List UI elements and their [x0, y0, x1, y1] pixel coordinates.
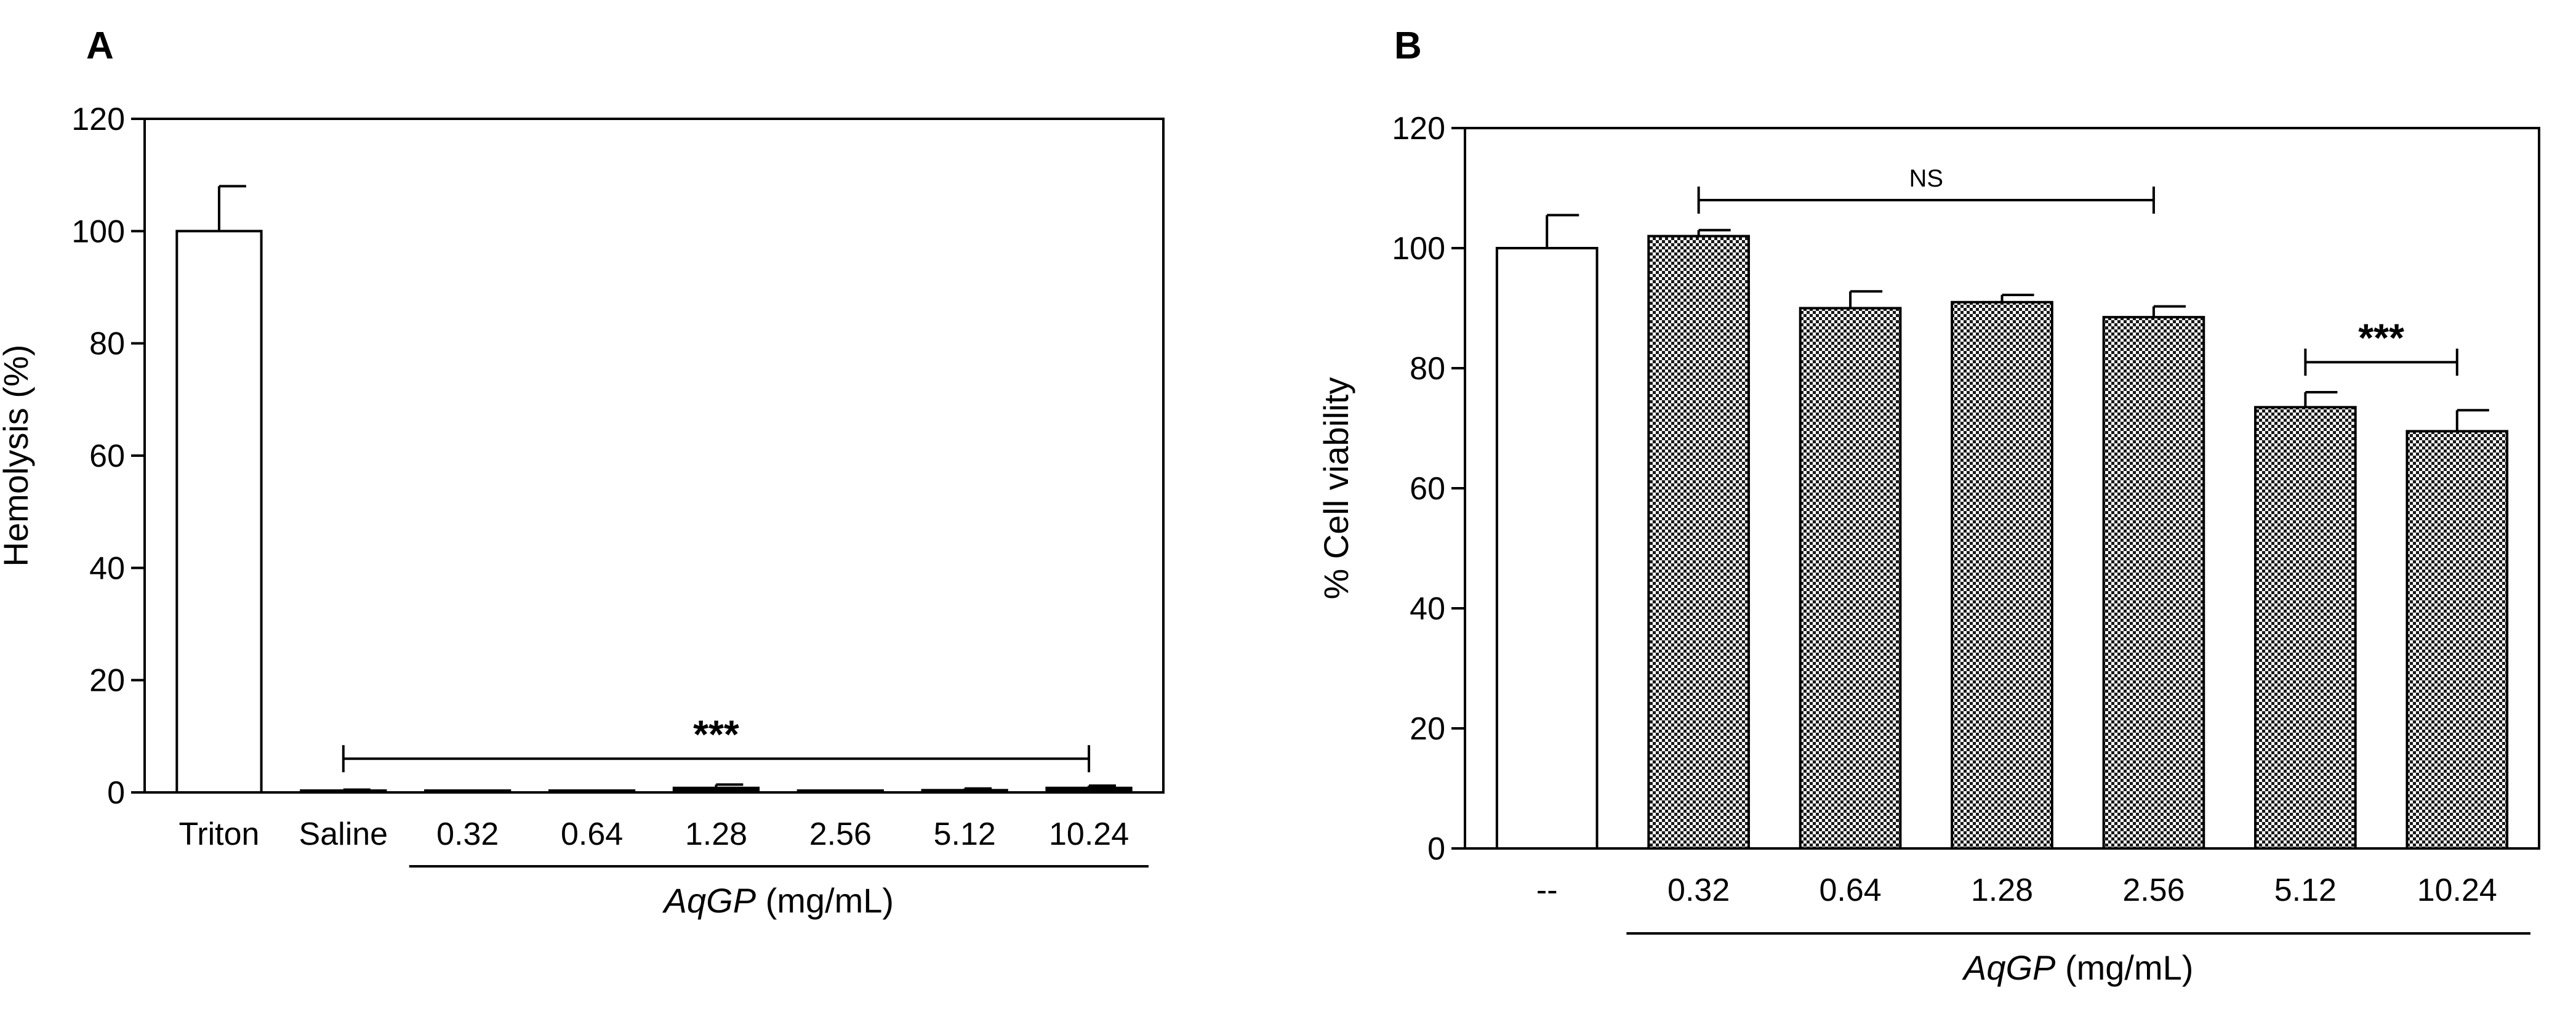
- y-tick-label: 0: [1427, 831, 1445, 867]
- panel-a-label: A: [86, 25, 114, 67]
- y-tick-label: 120: [71, 102, 125, 137]
- panel-a: A 0 20 40 60 80 100 120 Hemolysis (%) Triton Sali…: [0, 25, 1165, 920]
- x-tick-label: 2.56: [809, 816, 872, 852]
- y-tick-label: 20: [1410, 711, 1445, 747]
- plot-frame: [143, 118, 1165, 794]
- y-axis-title: Hemolysis (%): [0, 345, 35, 567]
- bar: [424, 789, 512, 794]
- y-tick-label: 100: [71, 214, 125, 249]
- y-tick-label: 100: [1392, 231, 1445, 267]
- x-tick-label: Triton: [179, 816, 259, 852]
- x-axis-title: AqGP (mg/mL): [662, 881, 894, 920]
- bar: [1647, 235, 1750, 850]
- x-tick-label: 0.32: [436, 816, 499, 852]
- x-axis-title-italic: AqGP: [1962, 948, 2055, 987]
- y-tick-label: 120: [1392, 111, 1445, 147]
- bar: [921, 789, 1008, 794]
- significance-label: ***: [693, 712, 739, 756]
- x-tick-label: 1.28: [685, 816, 747, 852]
- bar: [2102, 316, 2205, 850]
- x-tick-label: 0.64: [1819, 872, 1881, 908]
- bar: [548, 789, 636, 794]
- x-axis-title-units: (mg/mL): [756, 881, 894, 920]
- x-tick-label: 0.64: [561, 816, 623, 852]
- panel-b-label: B: [1394, 25, 1422, 67]
- bar: [672, 786, 760, 794]
- y-tick-label: 40: [89, 550, 125, 586]
- x-tick-label: 10.24: [2417, 872, 2497, 908]
- x-tick-label: 10.24: [1049, 816, 1129, 852]
- x-axis-title-italic: AqGP: [662, 881, 756, 920]
- significance-label: NS: [1909, 165, 1943, 192]
- bar: [1495, 247, 1599, 850]
- significance-label: ***: [2358, 315, 2404, 360]
- y-tick-label: 80: [89, 326, 125, 362]
- y-tick-label: 20: [89, 663, 125, 699]
- x-axis-title: AqGP (mg/mL): [1962, 948, 2193, 987]
- bar: [1951, 300, 2053, 850]
- x-tick-label: 1.28: [1971, 872, 2033, 908]
- y-tick-label: 40: [1410, 591, 1445, 627]
- x-tick-label: 5.12: [2274, 872, 2337, 908]
- y-tick-label: 80: [1410, 351, 1445, 387]
- y-axis-title: % Cell viability: [1317, 377, 1355, 600]
- x-tick-label: --: [1536, 872, 1558, 908]
- x-tick-label: 5.12: [934, 816, 996, 852]
- x-axis-title-units: (mg/mL): [2055, 948, 2193, 987]
- y-tick-label: 60: [89, 438, 125, 474]
- y-tick-label: 60: [1410, 471, 1445, 507]
- bar: [1045, 786, 1133, 794]
- x-tick-label: Saline: [299, 816, 388, 852]
- bar: [1799, 307, 1902, 850]
- bar: [796, 789, 884, 794]
- bar: [2405, 430, 2509, 850]
- bar: [2254, 406, 2357, 850]
- bar: [175, 230, 263, 794]
- x-tick-label: 2.56: [2122, 872, 2185, 908]
- x-tick-label: 0.32: [1667, 872, 1730, 908]
- y-tick-label: 0: [107, 775, 125, 811]
- panel-b: B 0 20 40 60 80 100 120 % Cell viability -- 0.32 0…: [1317, 25, 2540, 987]
